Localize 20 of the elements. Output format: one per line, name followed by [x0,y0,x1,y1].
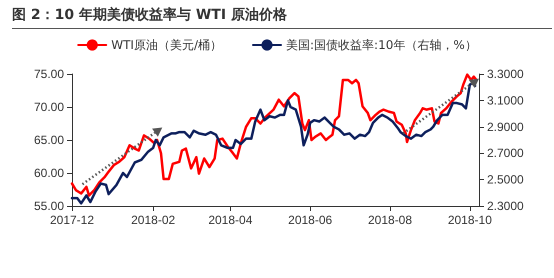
y2-tick-label: 2.3000 [487,199,524,213]
y2-tick-label: 2.7000 [487,146,524,160]
x-tick-label: 2018-04 [208,213,253,227]
x-tick-label: 2018-02 [131,213,176,227]
y-tick-label: 55.00 [34,199,64,213]
y-tick-label: 60.00 [34,166,64,180]
x-tick-label: 2018-10 [448,213,492,227]
y2-tick-label: 3.1000 [487,93,524,108]
y-tick-label: 65.00 [34,133,64,147]
legend-label: WTI原油（美元/桶） [111,38,222,52]
x-tick-label: 2018-08 [368,213,412,227]
y2-tick-label: 3.3000 [487,67,524,81]
legend-label: 美国:国债收益率:10年（右轴，%） [286,38,477,52]
y-tick-label: 75.00 [34,67,64,81]
x-tick-label: 2017-12 [50,213,94,227]
y2-tick-label: 2.5000 [487,172,524,187]
y2-tick-label: 2.9000 [487,120,524,134]
y-tick-label: 70.00 [34,100,64,114]
x-tick-label: 2018-06 [288,213,333,227]
chart-title: 图 2：10 年期美债收益率与 WTI 原油价格 [12,6,552,29]
